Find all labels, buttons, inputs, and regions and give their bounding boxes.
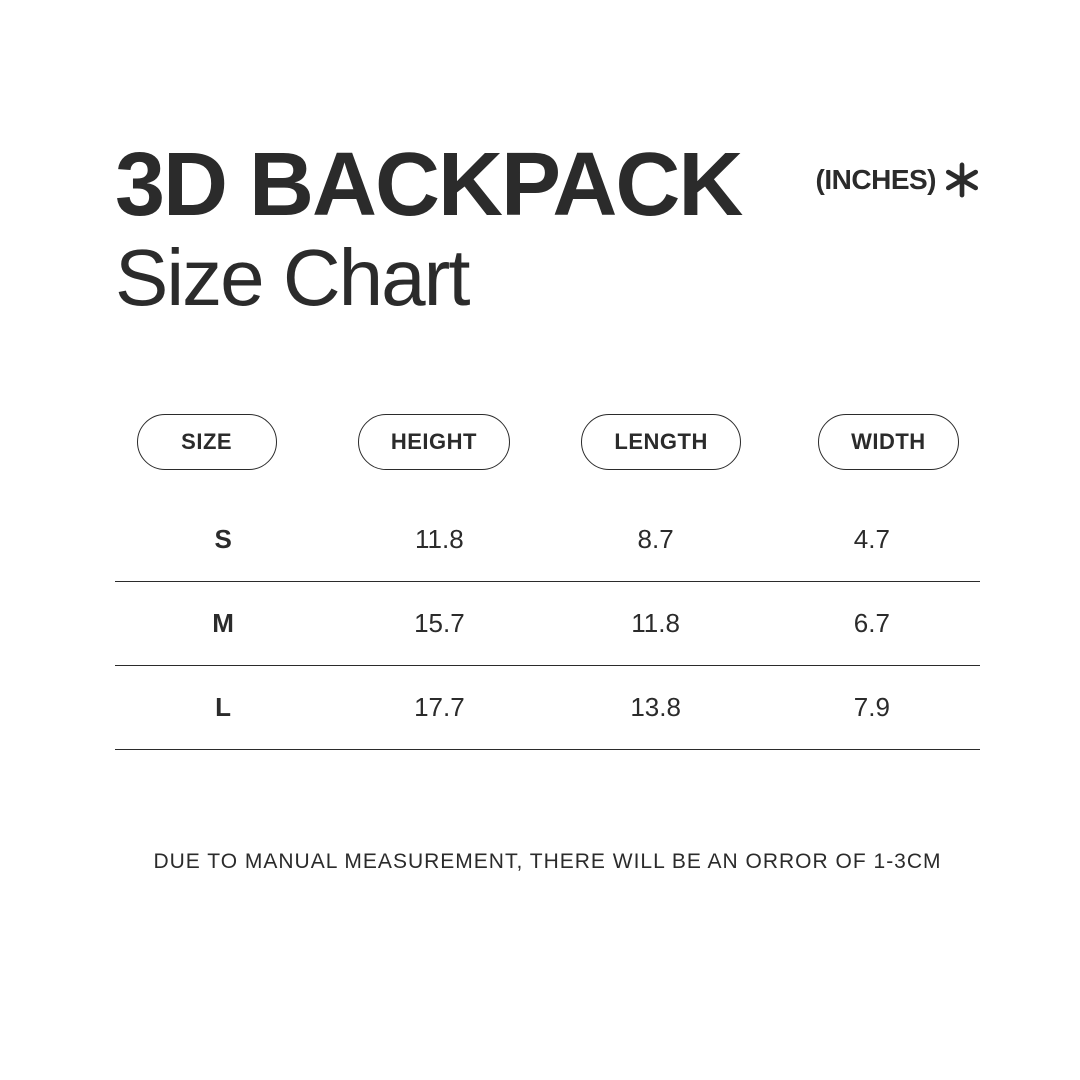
table-header: SIZE HEIGHT LENGTH WIDTH <box>115 414 980 470</box>
cell-width: 7.9 <box>764 692 980 723</box>
unit-block: (INCHES) <box>816 162 980 198</box>
size-chart-container: 3D BACKPACK Size Chart (INCHES) SIZE HEI… <box>115 140 980 874</box>
cell-height: 11.8 <box>331 524 547 555</box>
footnote: DUE TO MANUAL MEASUREMENT, THERE WILL BE… <box>115 850 980 874</box>
column-pill: SIZE <box>137 414 277 470</box>
table-row: M 15.7 11.8 6.7 <box>115 582 980 666</box>
table-row: L 17.7 13.8 7.9 <box>115 666 980 750</box>
column-header: WIDTH <box>797 414 980 470</box>
column-header: SIZE <box>115 414 298 470</box>
column-pill: HEIGHT <box>358 414 510 470</box>
title-sub: Size Chart <box>115 232 741 324</box>
cell-size: M <box>115 608 331 639</box>
title-block: 3D BACKPACK Size Chart <box>115 140 741 324</box>
unit-label: (INCHES) <box>816 164 936 196</box>
cell-width: 6.7 <box>764 608 980 639</box>
asterisk-icon <box>944 162 980 198</box>
cell-height: 15.7 <box>331 608 547 639</box>
size-table: SIZE HEIGHT LENGTH WIDTH S 11.8 8.7 4.7 … <box>115 414 980 750</box>
cell-width: 4.7 <box>764 524 980 555</box>
table-row: S 11.8 8.7 4.7 <box>115 498 980 582</box>
column-pill: LENGTH <box>581 414 740 470</box>
cell-length: 8.7 <box>548 524 764 555</box>
title-main: 3D BACKPACK <box>115 140 741 230</box>
cell-length: 13.8 <box>548 692 764 723</box>
column-pill: WIDTH <box>818 414 959 470</box>
column-header: LENGTH <box>570 414 753 470</box>
cell-height: 17.7 <box>331 692 547 723</box>
table-body: S 11.8 8.7 4.7 M 15.7 11.8 6.7 L 17.7 13… <box>115 498 980 750</box>
header-row: 3D BACKPACK Size Chart (INCHES) <box>115 140 980 324</box>
cell-length: 11.8 <box>548 608 764 639</box>
cell-size: S <box>115 524 331 555</box>
cell-size: L <box>115 692 331 723</box>
column-header: HEIGHT <box>342 414 525 470</box>
